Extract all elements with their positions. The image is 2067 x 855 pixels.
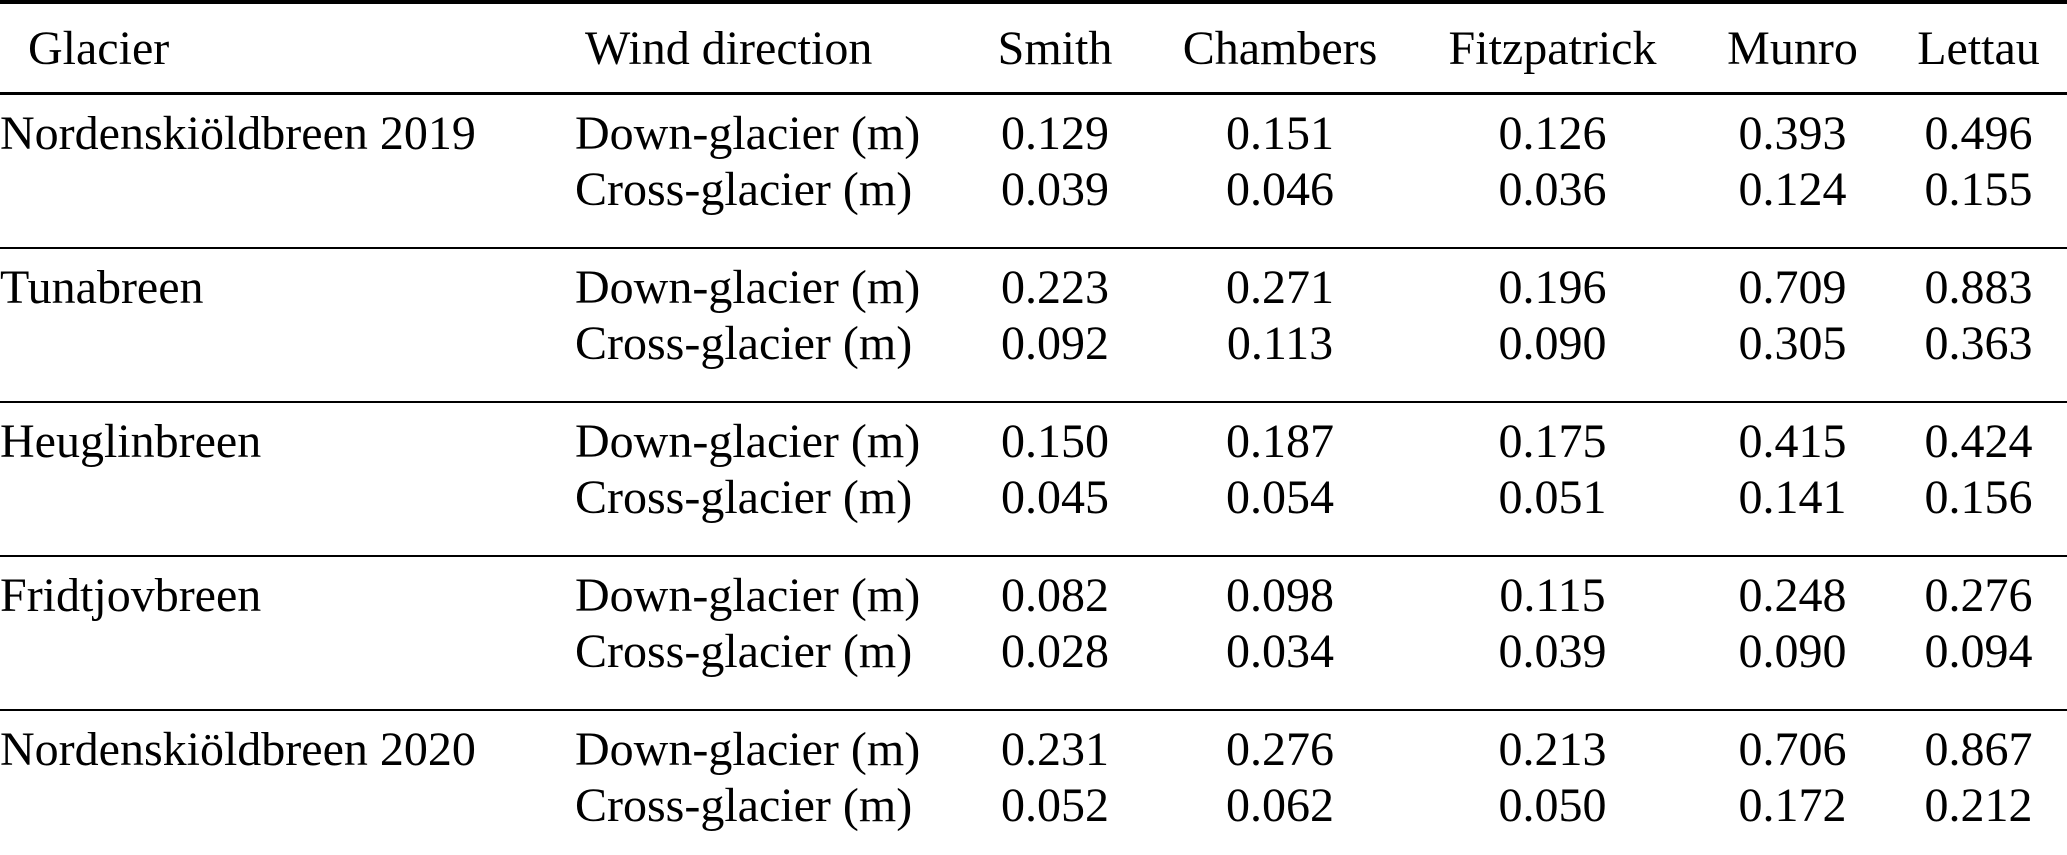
wind-direction-cell: Down-glacier (m) — [575, 569, 921, 622]
value-cell-lettau: 0.883 — [1924, 261, 2033, 314]
column-header-glacier: Glacier — [0, 2, 575, 95]
wind-direction-cell: Down-glacier (m) — [575, 261, 921, 314]
value-cell-lettau: 0.156 — [1924, 471, 2033, 524]
wind-direction-cell: Cross-glacier (m) — [575, 471, 913, 524]
value-cell-chambers: 0.046 — [1226, 163, 1334, 216]
value-cell-munro: 0.709 — [1738, 261, 1847, 314]
table-row: Tunabreen Down-glacier (m) 0.223 0.271 0.196… — [0, 248, 2067, 316]
glacier-group: Nordenskiöldbreen 2019 Down-glacier (m) 0.… — [0, 94, 2067, 249]
table-row: Heuglinbreen Down-glacier (m) 0.150 0.187 0.… — [0, 402, 2067, 470]
value-cell-munro: 0.090 — [1738, 625, 1847, 678]
glacier-name-cell: Tunabreen — [0, 261, 204, 314]
value-cell-munro: 0.124 — [1738, 163, 1847, 216]
value-cell-fitzpatrick: 0.115 — [1499, 569, 1606, 622]
value-cell-fitzpatrick: 0.050 — [1498, 779, 1607, 832]
value-cell-lettau: 0.094 — [1924, 625, 2033, 678]
glacier-name-cell: Nordenskiöldbreen 2019 — [0, 107, 476, 160]
value-cell-fitzpatrick: 0.175 — [1498, 415, 1607, 468]
wind-direction-cell: Down-glacier (m) — [575, 107, 921, 160]
wind-direction-cell: Cross-glacier (m) — [575, 163, 913, 216]
value-cell-munro: 0.305 — [1738, 317, 1847, 370]
value-cell-munro: 0.706 — [1738, 723, 1847, 776]
value-cell-smith: 0.231 — [1001, 723, 1109, 776]
value-cell-lettau: 0.155 — [1924, 163, 2033, 216]
value-cell-lettau: 0.363 — [1924, 317, 2033, 370]
value-cell-lettau: 0.867 — [1924, 723, 2033, 776]
value-cell-fitzpatrick: 0.036 — [1498, 163, 1607, 216]
glacier-name-cell — [0, 624, 575, 710]
value-cell-smith: 0.092 — [1001, 317, 1109, 370]
table-row: Cross-glacier (m) 0.092 0.113 0.090 0.305 0.3… — [0, 316, 2067, 402]
value-cell-chambers: 0.062 — [1226, 779, 1334, 832]
glacier-group: Heuglinbreen Down-glacier (m) 0.150 0.187 0.… — [0, 402, 2067, 556]
value-cell-chambers: 0.271 — [1226, 261, 1334, 314]
value-cell-fitzpatrick: 0.051 — [1498, 471, 1607, 524]
glacier-name-cell — [0, 470, 575, 556]
column-header-smith: Smith — [960, 2, 1150, 95]
value-cell-munro: 0.393 — [1738, 107, 1847, 160]
glacier-group: Tunabreen Down-glacier (m) 0.223 0.271 0.196… — [0, 248, 2067, 402]
value-cell-chambers: 0.098 — [1226, 569, 1334, 622]
value-cell-lettau: 0.276 — [1924, 569, 2033, 622]
glacier-name-cell: Nordenskiöldbreen 2020 — [0, 723, 476, 776]
table-row: Cross-glacier (m) 0.052 0.062 0.050 0.172 0.2… — [0, 778, 2067, 855]
table-header: Glacier Wind direction Smith Chambers Fi… — [0, 2, 2067, 95]
glacier-group: Nordenskiöldbreen 2020 Down-glacier (m) 0.… — [0, 710, 2067, 855]
table-row: Cross-glacier (m) 0.045 0.054 0.051 0.141 0.1… — [0, 470, 2067, 556]
wind-direction-cell: Cross-glacier (m) — [575, 779, 913, 832]
value-cell-smith: 0.039 — [1001, 163, 1109, 216]
glacier-name-cell — [0, 316, 575, 402]
table-row: Nordenskiöldbreen 2020 Down-glacier (m) 0.… — [0, 710, 2067, 778]
value-cell-smith: 0.028 — [1001, 625, 1109, 678]
value-cell-chambers: 0.276 — [1226, 723, 1334, 776]
value-cell-smith: 0.082 — [1001, 569, 1109, 622]
value-cell-lettau: 0.496 — [1924, 107, 2033, 160]
value-cell-smith: 0.223 — [1001, 261, 1109, 314]
wind-direction-cell: Cross-glacier (m) — [575, 317, 913, 370]
column-header-munro: Munro — [1695, 2, 1890, 95]
column-header-fitzpatrick: Fitzpatrick — [1410, 2, 1695, 95]
value-cell-chambers: 0.151 — [1226, 107, 1334, 160]
glacier-name-cell: Fridtjovbreen — [0, 569, 262, 622]
value-cell-fitzpatrick: 0.090 — [1498, 317, 1607, 370]
glacier-name-cell — [0, 778, 575, 855]
column-header-lettau: Lettau — [1890, 2, 2067, 95]
value-cell-munro: 0.141 — [1738, 471, 1847, 524]
value-cell-lettau: 0.424 — [1924, 415, 2033, 468]
header-row: Glacier Wind direction Smith Chambers Fi… — [0, 2, 2067, 95]
value-cell-fitzpatrick: 0.039 — [1498, 625, 1607, 678]
wind-direction-cell: Down-glacier (m) — [575, 723, 921, 776]
table-row: Fridtjovbreen Down-glacier (m) 0.082 0.098 0… — [0, 556, 2067, 624]
value-cell-chambers: 0.187 — [1226, 415, 1334, 468]
value-cell-fitzpatrick: 0.126 — [1498, 107, 1607, 160]
wind-direction-cell: Cross-glacier (m) — [575, 625, 913, 678]
value-cell-lettau: 0.212 — [1924, 779, 2033, 832]
value-cell-smith: 0.129 — [1001, 107, 1109, 160]
value-cell-smith: 0.045 — [1001, 471, 1109, 524]
value-cell-chambers: 0.054 — [1226, 471, 1334, 524]
value-cell-munro: 0.415 — [1738, 415, 1847, 468]
value-cell-smith: 0.052 — [1001, 779, 1109, 832]
table-row: Nordenskiöldbreen 2019 Down-glacier (m) 0.… — [0, 94, 2067, 163]
column-header-chambers: Chambers — [1150, 2, 1410, 95]
value-cell-chambers: 0.113 — [1226, 317, 1334, 370]
glacier-group: Fridtjovbreen Down-glacier (m) 0.082 0.098 0… — [0, 556, 2067, 710]
glacier-name-cell — [0, 162, 575, 248]
value-cell-munro: 0.172 — [1738, 779, 1847, 832]
value-cell-fitzpatrick: 0.196 — [1498, 261, 1607, 314]
value-cell-smith: 0.150 — [1001, 415, 1109, 468]
column-header-wind-direction: Wind direction — [575, 2, 960, 95]
table-row: Cross-glacier (m) 0.039 0.046 0.036 0.124 0.1… — [0, 162, 2067, 248]
wind-direction-cell: Down-glacier (m) — [575, 415, 921, 468]
value-cell-fitzpatrick: 0.213 — [1498, 723, 1607, 776]
value-cell-chambers: 0.034 — [1226, 625, 1334, 678]
table-row: Cross-glacier (m) 0.028 0.034 0.039 0.090 0.0… — [0, 624, 2067, 710]
glacier-name-cell: Heuglinbreen — [0, 415, 262, 468]
value-cell-munro: 0.248 — [1738, 569, 1847, 622]
